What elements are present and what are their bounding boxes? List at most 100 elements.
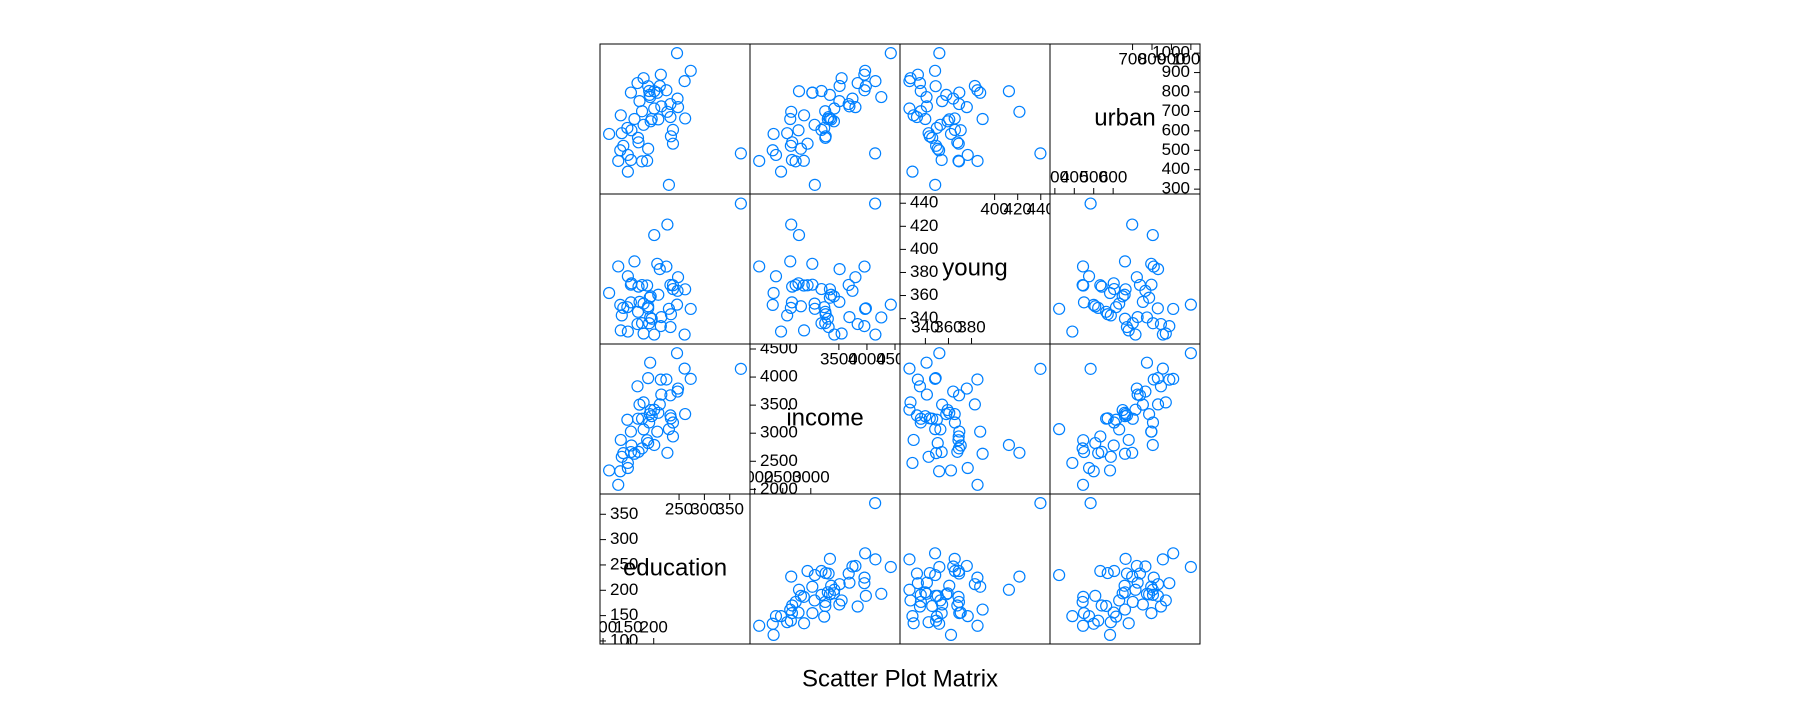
panel xyxy=(1053,347,1197,491)
point xyxy=(671,92,684,105)
point xyxy=(612,154,625,168)
point xyxy=(823,283,837,296)
point xyxy=(910,409,924,422)
point xyxy=(666,430,680,443)
point xyxy=(974,425,987,438)
point xyxy=(933,144,946,157)
point xyxy=(785,105,798,118)
x-tick-label: 800 xyxy=(1138,49,1166,68)
point xyxy=(951,136,964,149)
point xyxy=(849,271,862,284)
point xyxy=(1087,298,1100,311)
point xyxy=(913,380,927,393)
panel xyxy=(1053,197,1197,341)
point xyxy=(1002,85,1016,98)
point xyxy=(1119,552,1132,565)
point xyxy=(1184,347,1197,360)
point xyxy=(785,153,799,167)
point xyxy=(948,564,962,578)
point xyxy=(1151,578,1165,591)
point xyxy=(786,280,799,293)
point xyxy=(821,312,834,325)
point xyxy=(617,301,630,314)
point xyxy=(1113,297,1126,310)
variable-name: income xyxy=(786,404,863,431)
point xyxy=(869,147,882,160)
point xyxy=(911,577,924,590)
point xyxy=(769,610,783,623)
point xyxy=(1139,385,1152,398)
point xyxy=(922,616,935,629)
point xyxy=(603,127,616,141)
point xyxy=(652,113,665,126)
point xyxy=(904,396,917,409)
point xyxy=(641,154,654,167)
point xyxy=(808,302,821,315)
point xyxy=(1089,300,1102,313)
point xyxy=(1118,406,1131,419)
point xyxy=(843,100,856,113)
point xyxy=(753,619,766,632)
point xyxy=(1129,328,1142,341)
point xyxy=(781,616,794,629)
point xyxy=(1122,433,1135,447)
point xyxy=(858,577,871,590)
point xyxy=(624,86,638,99)
point xyxy=(614,324,627,337)
point xyxy=(971,478,984,491)
point xyxy=(1131,388,1144,401)
point xyxy=(968,79,981,93)
point xyxy=(808,178,821,191)
point xyxy=(928,64,942,77)
point xyxy=(631,380,644,393)
point xyxy=(1104,309,1117,322)
point xyxy=(1126,446,1139,459)
point xyxy=(828,328,841,341)
panel xyxy=(903,47,1047,191)
point xyxy=(952,590,965,603)
point xyxy=(806,580,819,593)
point xyxy=(767,628,780,641)
point xyxy=(643,84,656,98)
point xyxy=(792,124,805,137)
point xyxy=(666,282,680,296)
point xyxy=(1101,566,1114,580)
point xyxy=(624,278,638,291)
point xyxy=(766,298,779,311)
point xyxy=(941,115,954,128)
point xyxy=(633,398,646,411)
point xyxy=(907,617,920,630)
point xyxy=(660,84,673,97)
point xyxy=(660,260,673,273)
point xyxy=(914,84,927,98)
point xyxy=(1076,619,1090,632)
point xyxy=(971,619,984,632)
point xyxy=(666,123,680,136)
point xyxy=(1053,423,1066,436)
point xyxy=(929,568,942,582)
point xyxy=(1140,356,1154,369)
y-tick-label: 900 xyxy=(1162,62,1190,81)
variable-name: education xyxy=(623,554,727,581)
point xyxy=(637,327,650,340)
point xyxy=(1077,590,1090,603)
point xyxy=(961,148,974,162)
point xyxy=(797,617,811,630)
point xyxy=(952,434,965,447)
point xyxy=(801,137,814,150)
point xyxy=(1084,497,1097,510)
point xyxy=(914,588,927,601)
point xyxy=(1095,280,1108,293)
point xyxy=(785,218,798,231)
point xyxy=(1002,438,1016,452)
point xyxy=(933,347,946,360)
point xyxy=(940,88,953,102)
point xyxy=(1126,595,1139,609)
point xyxy=(1146,228,1159,242)
point xyxy=(825,113,838,126)
point xyxy=(652,288,665,301)
x-tick-label: 380 xyxy=(957,317,985,336)
point xyxy=(774,165,788,178)
point xyxy=(1109,301,1123,314)
